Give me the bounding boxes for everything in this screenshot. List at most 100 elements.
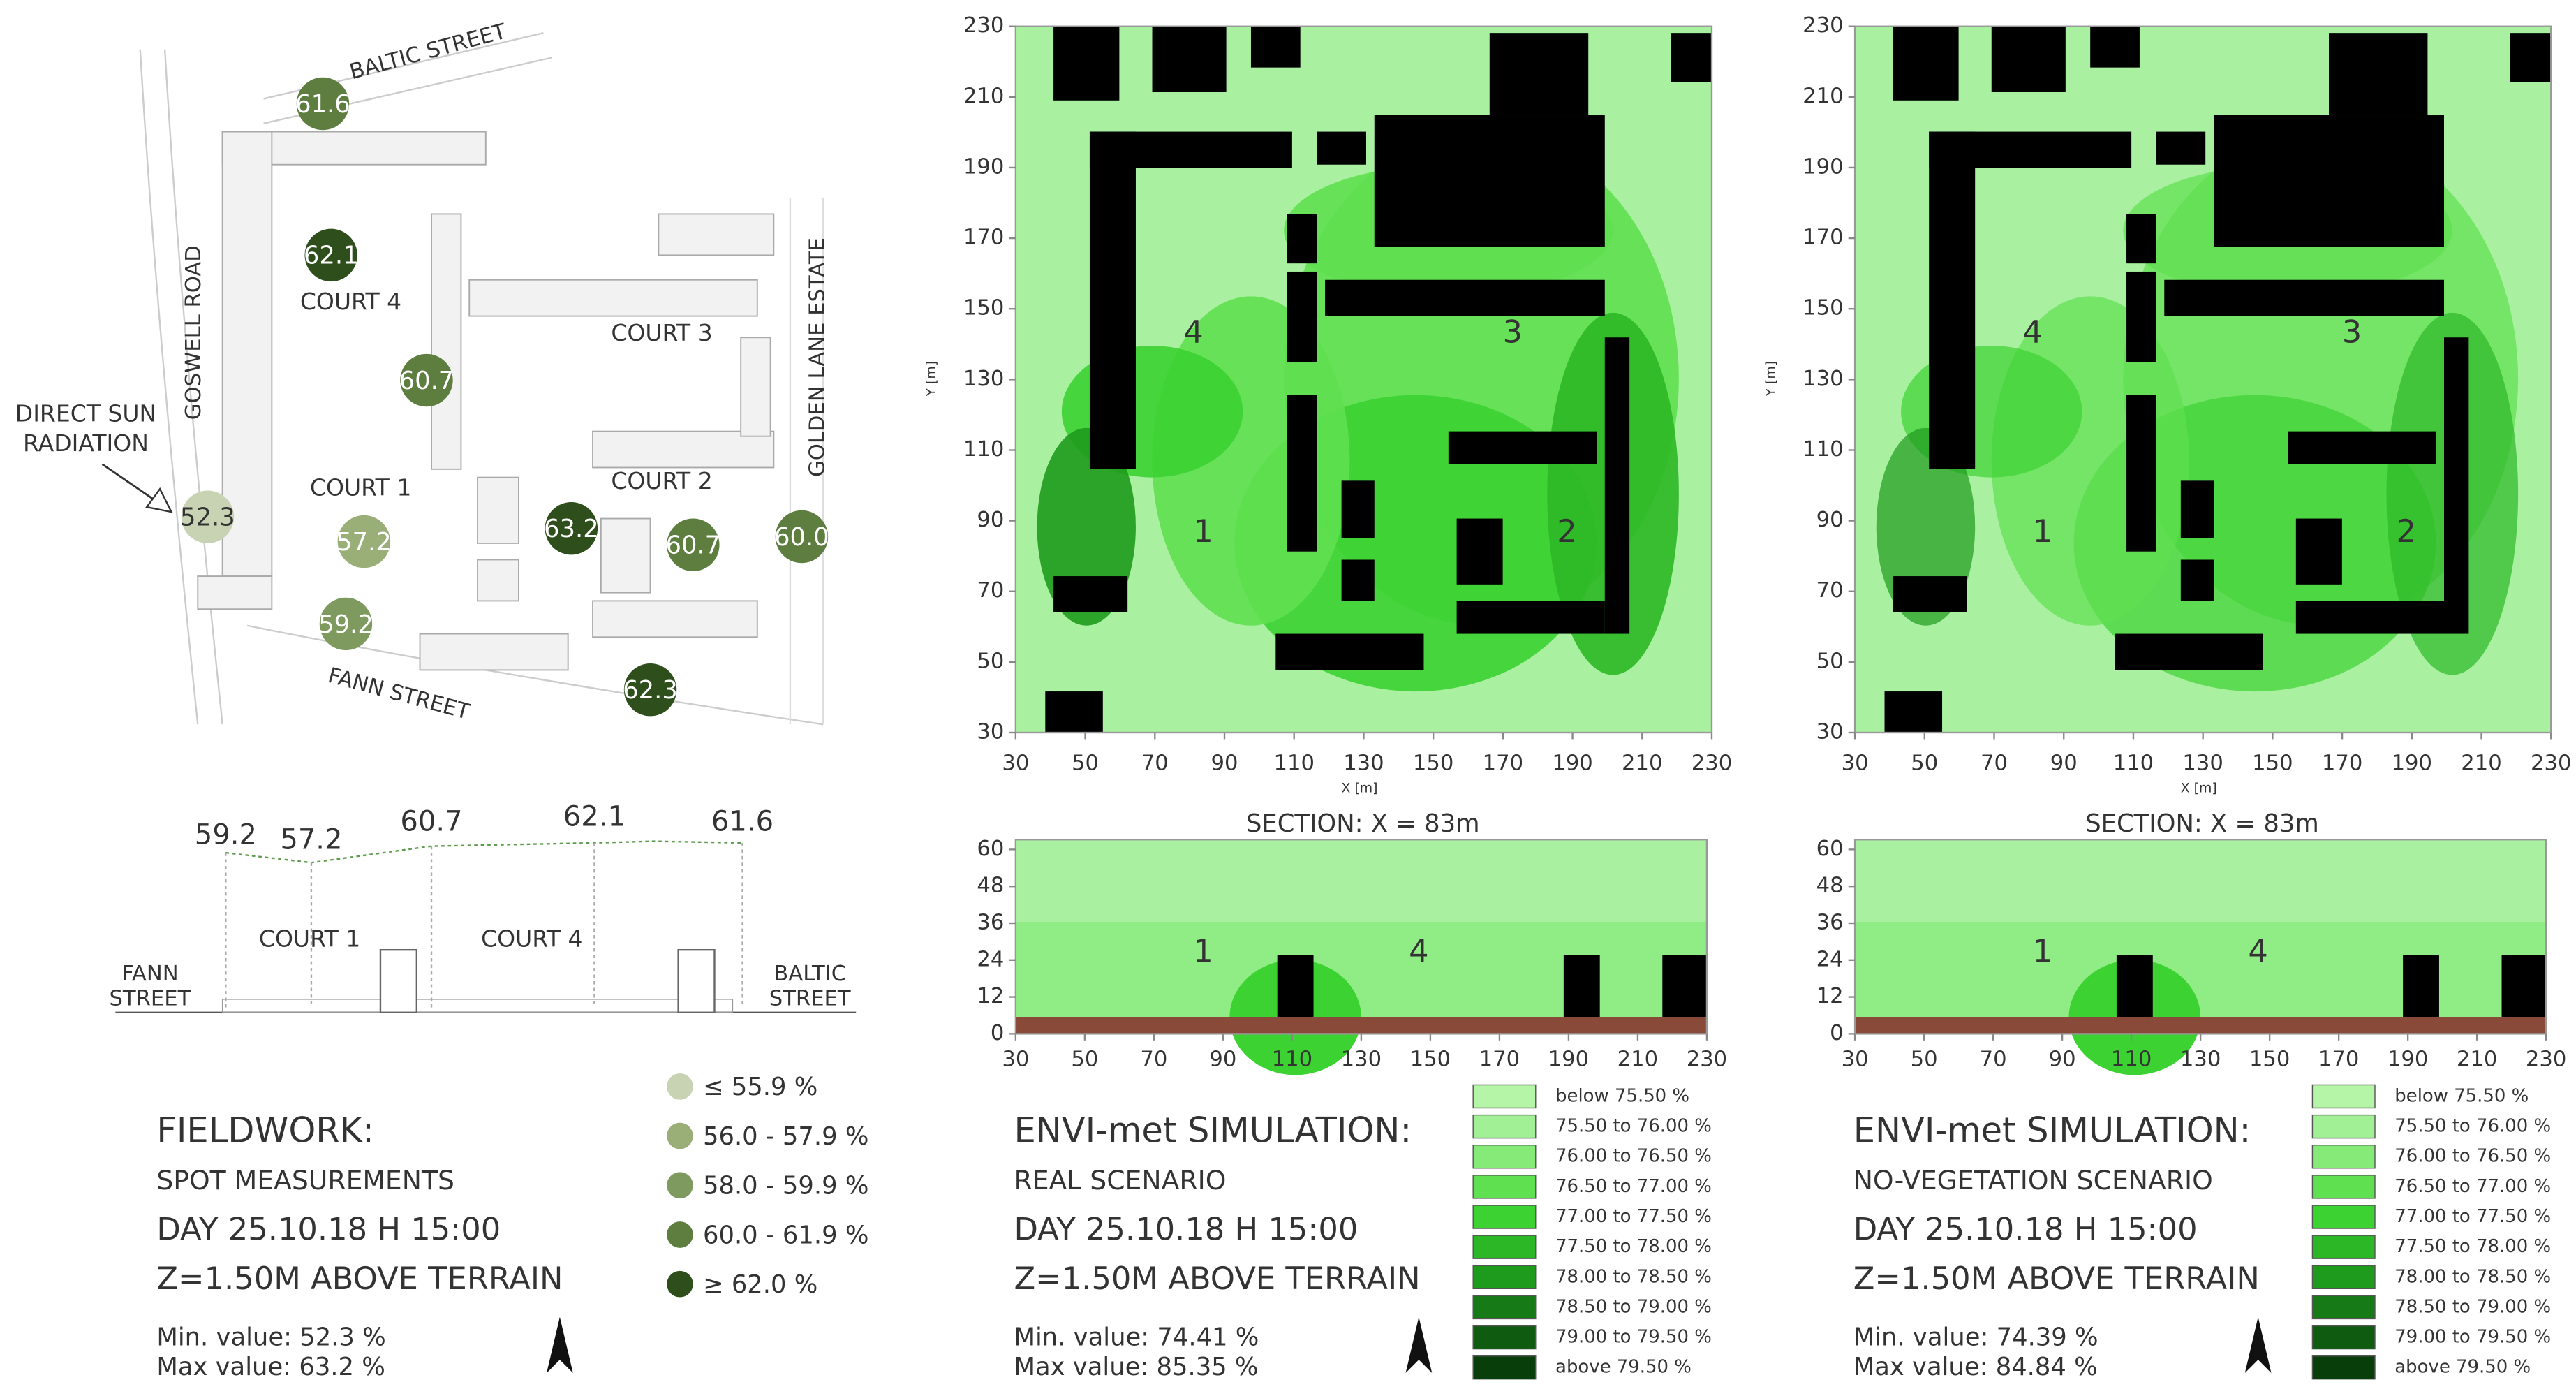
building bbox=[1884, 691, 1943, 733]
y-tick-label: 210 bbox=[1803, 84, 1843, 108]
legend-swatch bbox=[2311, 1205, 2376, 1229]
court-label: COURT 4 bbox=[481, 925, 582, 953]
legend-swatch bbox=[2311, 1265, 2376, 1290]
point-value: 60.7 bbox=[665, 531, 720, 560]
building bbox=[2126, 271, 2156, 362]
section-building bbox=[379, 948, 417, 1013]
building bbox=[1991, 26, 2066, 93]
caption-line: Z=1.50M ABOVE TERRAIN bbox=[1014, 1260, 1421, 1297]
legend-label: 76.50 to 77.00 % bbox=[1555, 1176, 1712, 1197]
legend-swatch bbox=[2311, 1325, 2376, 1350]
annotation: RADIATION bbox=[23, 429, 149, 457]
legend-label: 75.50 to 76.00 % bbox=[2394, 1116, 2551, 1137]
y-tick-label: 170 bbox=[1803, 226, 1843, 250]
x-tick-label: 150 bbox=[2249, 1048, 2290, 1072]
legend-label: ≥ 62.0 % bbox=[703, 1270, 817, 1299]
y-axis-label: Y [m] bbox=[1763, 361, 1778, 397]
caption-max: Max value: 85.35 % bbox=[1014, 1353, 1259, 1381]
x-tick-label: 30 bbox=[1002, 751, 1029, 775]
point-value: 52.3 bbox=[180, 504, 235, 532]
legend-swatch bbox=[1472, 1235, 1537, 1259]
x-tick-label: 190 bbox=[2392, 751, 2432, 775]
x-tick-label: 110 bbox=[1272, 1048, 1312, 1072]
x-tick-label: 90 bbox=[2050, 751, 2078, 775]
caption-max: Max value: 63.2 % bbox=[156, 1353, 385, 1381]
y-tick-label: 0 bbox=[991, 1021, 1005, 1045]
building bbox=[1341, 480, 1375, 538]
legend-swatch bbox=[1472, 1265, 1537, 1290]
building bbox=[2213, 115, 2445, 247]
legend-swatch bbox=[1472, 1114, 1537, 1139]
legend-swatch bbox=[667, 1122, 693, 1149]
y-tick-label: 48 bbox=[977, 874, 1004, 898]
court-label: COURT 3 bbox=[611, 319, 712, 346]
measurement-point bbox=[545, 501, 598, 555]
x-tick-label: 90 bbox=[1209, 1048, 1236, 1072]
building bbox=[2115, 633, 2263, 670]
caption-min: Min. value: 74.39 % bbox=[1853, 1323, 2098, 1351]
x-tick-label: 30 bbox=[1842, 751, 1869, 775]
legend-swatch bbox=[1472, 1295, 1537, 1320]
x-tick-label: 210 bbox=[1622, 751, 1662, 775]
y-tick-label: 12 bbox=[977, 984, 1004, 1008]
y-tick-label: 36 bbox=[1816, 910, 1844, 934]
x-tick-label: 170 bbox=[2322, 751, 2362, 775]
x-tick-label: 30 bbox=[1842, 1048, 1869, 1072]
y-tick-label: 48 bbox=[1816, 874, 1844, 898]
y-tick-label: 70 bbox=[977, 578, 1004, 603]
zone-label: 4 bbox=[2022, 314, 2042, 351]
building bbox=[2328, 33, 2428, 116]
y-tick-label: 150 bbox=[1803, 296, 1843, 321]
caption-line: Z=1.50M ABOVE TERRAIN bbox=[1853, 1260, 2260, 1297]
legend-label: above 79.50 % bbox=[1555, 1357, 1692, 1378]
section-building bbox=[2501, 955, 2547, 1017]
arrow-head bbox=[145, 487, 173, 513]
x-tick-label: 150 bbox=[1413, 751, 1453, 775]
building bbox=[2126, 214, 2156, 264]
building bbox=[1671, 33, 1712, 82]
street-label: FANN bbox=[121, 962, 179, 986]
legend-swatch bbox=[2311, 1145, 2376, 1169]
x-tick-label: 110 bbox=[2113, 751, 2154, 775]
section-building bbox=[2403, 955, 2439, 1017]
legend-label: 76.50 to 77.00 % bbox=[2394, 1176, 2551, 1197]
zone-label: 4 bbox=[1183, 314, 1203, 351]
building bbox=[1287, 214, 1317, 264]
building bbox=[1341, 559, 1375, 601]
building bbox=[2156, 131, 2206, 165]
caption-line: DAY 25.10.18 H 15:00 bbox=[1853, 1210, 2198, 1247]
building bbox=[1250, 26, 1301, 68]
building bbox=[1317, 131, 1366, 165]
y-tick-label: 60 bbox=[1816, 837, 1844, 861]
caption-line: NO-VEGETATION SCENARIO bbox=[1853, 1165, 2213, 1196]
x-tick-label: 90 bbox=[2049, 1048, 2076, 1072]
y-tick-label: 210 bbox=[963, 84, 1004, 108]
building bbox=[2295, 518, 2342, 585]
buildings bbox=[197, 131, 775, 671]
road bbox=[139, 49, 223, 725]
legend-swatch bbox=[1472, 1145, 1537, 1169]
y-tick-label: 12 bbox=[1816, 984, 1844, 1008]
legend-label: 77.00 to 77.50 % bbox=[2394, 1206, 2551, 1227]
point-value: 62.1 bbox=[304, 242, 359, 270]
measurement-point bbox=[775, 510, 829, 564]
building bbox=[2510, 33, 2552, 82]
x-tick-label: 70 bbox=[1141, 751, 1169, 775]
y-tick-label: 60 bbox=[977, 837, 1004, 861]
court-label: COURT 1 bbox=[310, 474, 411, 501]
measurement-point bbox=[400, 353, 453, 407]
point-value: 57.2 bbox=[336, 528, 392, 557]
simulation-panel: 30 50 70 90 110 130 150 170 190 210 23030507090110… bbox=[924, 13, 1732, 1381]
x-tick-label: 70 bbox=[1980, 1048, 2007, 1072]
y-tick-label: 0 bbox=[1830, 1021, 1844, 1045]
x-tick-label: 210 bbox=[2457, 1048, 2497, 1072]
legend-swatch bbox=[667, 1073, 693, 1100]
legend-swatch bbox=[667, 1270, 693, 1298]
building bbox=[2126, 395, 2156, 552]
section-building bbox=[1662, 955, 1707, 1017]
y-tick-label: 110 bbox=[963, 437, 1004, 462]
y-tick-label: 190 bbox=[1803, 154, 1843, 179]
building bbox=[1448, 431, 1597, 464]
x-tick-label: 170 bbox=[1479, 1048, 1520, 1072]
ground-slab bbox=[221, 999, 734, 1013]
